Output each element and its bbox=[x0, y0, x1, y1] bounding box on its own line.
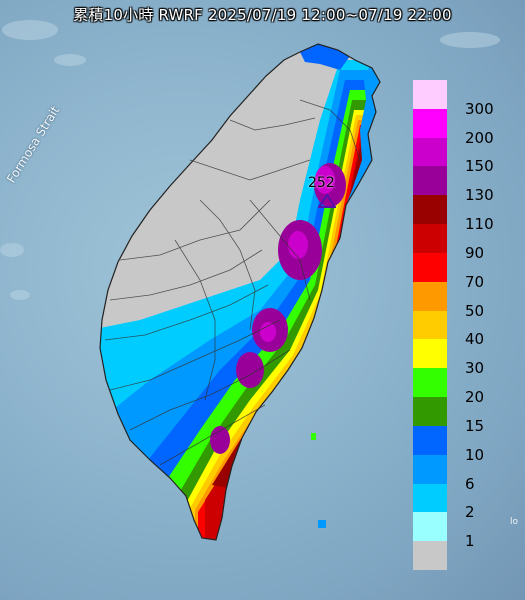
legend-label: 300 bbox=[465, 99, 494, 118]
legend-label: 50 bbox=[465, 301, 485, 320]
legend-swatch bbox=[413, 108, 447, 139]
legend-label: 40 bbox=[465, 330, 485, 349]
legend-label: 15 bbox=[465, 416, 485, 435]
islet-label: lo bbox=[510, 517, 519, 527]
legend-label: 1 bbox=[465, 532, 475, 551]
legend-swatch bbox=[413, 368, 447, 398]
legend-swatch bbox=[413, 80, 447, 110]
legend-label: 30 bbox=[465, 359, 485, 378]
offshore-islet bbox=[311, 433, 316, 440]
legend-label: 6 bbox=[465, 474, 475, 493]
legend-label: 110 bbox=[465, 215, 494, 234]
legend-label: 200 bbox=[465, 128, 494, 147]
legend-swatch bbox=[413, 252, 447, 283]
legend-label: 130 bbox=[465, 186, 494, 205]
background-cloud-shapes bbox=[0, 20, 500, 300]
legend-label: 70 bbox=[465, 272, 485, 291]
legend-swatch bbox=[413, 397, 447, 427]
legend-swatch bbox=[413, 425, 447, 456]
legend-swatch bbox=[413, 454, 447, 485]
legend-swatch bbox=[413, 483, 447, 513]
legend-swatch bbox=[413, 512, 447, 542]
legend-swatch bbox=[413, 310, 447, 340]
legend-swatch bbox=[413, 281, 447, 312]
legend-label: 90 bbox=[465, 243, 485, 262]
land-rainfall-layer bbox=[100, 44, 380, 540]
triangle-marker-icon bbox=[318, 194, 336, 208]
legend-swatch bbox=[413, 541, 447, 571]
legend-swatch bbox=[413, 137, 447, 167]
offshore-islet-south bbox=[318, 520, 326, 528]
legend-swatch bbox=[413, 224, 447, 254]
legend-color-bar bbox=[413, 80, 447, 571]
legend-label: 10 bbox=[465, 445, 485, 464]
legend-swatch bbox=[413, 166, 447, 196]
legend-swatch bbox=[413, 195, 447, 225]
legend-label: 2 bbox=[465, 503, 475, 522]
legend-label: 20 bbox=[465, 388, 485, 407]
legend-swatch bbox=[413, 339, 447, 369]
legend-label: 150 bbox=[465, 157, 494, 176]
map-title: 累積10小時 RWRF 2025/07/19 12:00~07/19 22:00 bbox=[73, 6, 452, 24]
peak-value-label: 252 bbox=[308, 175, 335, 191]
district-boundaries bbox=[104, 99, 361, 466]
coastline bbox=[99, 43, 381, 541]
